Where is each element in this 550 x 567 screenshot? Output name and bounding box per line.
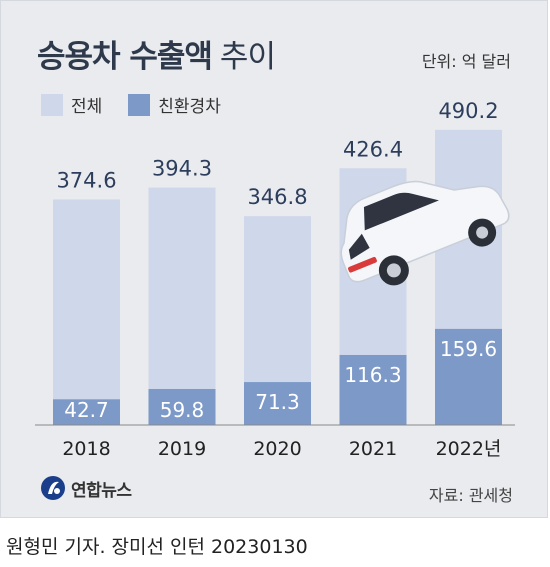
bar-eco-1 [148,388,216,425]
value-label-eco-2: 71.3 [255,390,300,414]
legend: 전체 친환경차 [41,92,247,117]
bar-chart: 374.6 42.7 394.3 59.8 346.8 71.3 426.4 116.3 490… [35,99,515,460]
x-tick-label-1: 2019 [158,438,206,460]
value-label-eco-0: 42.7 [64,398,109,422]
legend-item-total: 전체 [41,92,102,117]
x-tick-label-4: 2022년 [436,438,502,460]
unit-label: 단위: 억 달러 [421,52,511,71]
car-icon [340,180,510,286]
value-label-total-0: 374.6 [56,168,116,192]
legend-label-total: 전체 [71,97,103,117]
bar-eco-4 [435,328,502,425]
yonhap-logo-icon [41,476,65,500]
chart-card: 승용차 수출액 추이 단위: 억 달러 전체 친환경차 374.6 42.7 394.… [0,0,548,518]
value-label-total-1: 394.3 [152,157,212,181]
value-label-eco-1: 59.8 [160,398,205,422]
bar-eco-2 [244,382,311,425]
source-label: 자료: 관세청 [428,486,513,505]
title-bold: 승용차 수출액 [37,39,213,75]
x-tick-label-3: 2021 [349,438,397,460]
value-label-eco-4: 159.6 [440,337,497,361]
chart-title: 승용차 수출액 추이 [37,31,276,76]
value-label-total-4: 490.2 [438,99,498,123]
value-label-total-2: 346.8 [247,185,307,209]
logo-text: 연합뉴스 [71,480,132,501]
legend-label-eco: 친환경차 [158,97,221,117]
bar-eco-3 [339,354,407,425]
value-label-eco-3: 116.3 [344,363,401,387]
x-tick-label-2: 2020 [253,438,301,460]
legend-swatch-eco [128,93,151,116]
bar-total-0 [53,199,120,425]
bar-total-1 [148,187,216,425]
legend-swatch-total [41,93,63,116]
title-light: 추이 [219,39,276,75]
yonhap-logo: 연합뉴스 [39,474,132,502]
credit-line: 원형민 기자. 장미선 인턴 20230130 [6,536,308,558]
value-label-total-3: 426.4 [343,137,403,161]
bars-layer: 374.6 42.7 394.3 59.8 346.8 71.3 426.4 116.3 490… [53,99,502,425]
x-tick-labels: 2018 2019 2020 2021 2022년 [62,438,501,460]
legend-item-eco: 친환경차 [128,92,221,117]
x-tick-label-0: 2018 [62,438,110,460]
bar-eco-0 [53,399,120,425]
